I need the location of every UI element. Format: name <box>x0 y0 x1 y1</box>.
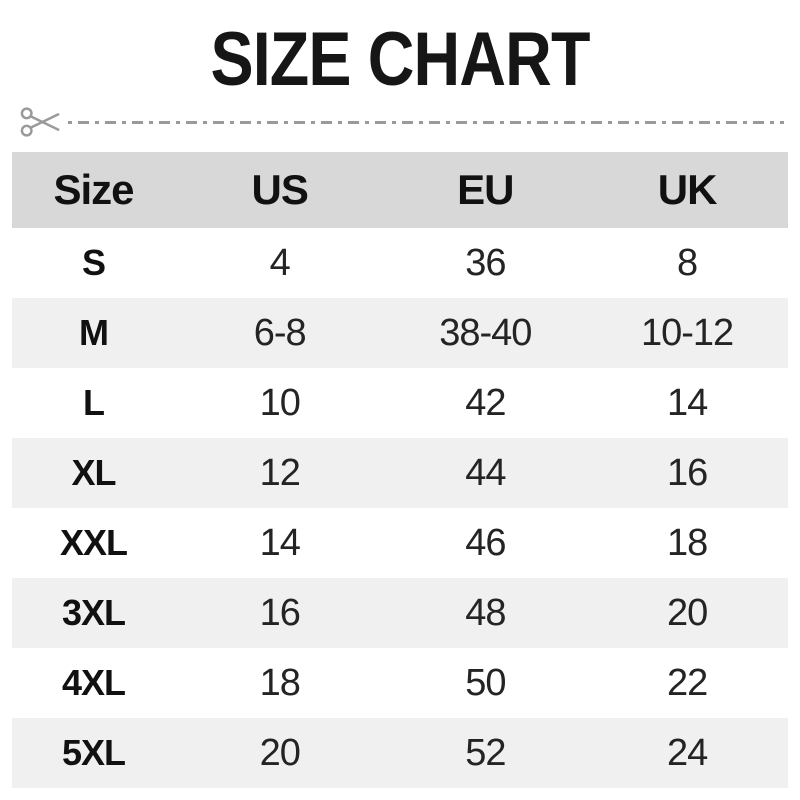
size-value-cell: 52 <box>465 731 506 774</box>
size-label-cell: XL <box>71 452 116 493</box>
size-label-cell: 4XL <box>61 662 126 703</box>
size-value-cell: 10-12 <box>641 311 734 354</box>
size-value-cell: 36 <box>465 241 506 284</box>
column-header-eu: EU <box>457 166 514 213</box>
size-value-cell: 22 <box>666 661 708 704</box>
size-label-cell: S <box>81 242 106 283</box>
table-row: 3XL 16 48 20 <box>12 578 788 648</box>
column-header-uk: UK <box>657 166 718 213</box>
size-value-cell: 18 <box>259 661 301 704</box>
size-value-cell: 16 <box>259 591 301 634</box>
size-value-cell: 20 <box>666 591 708 634</box>
size-value-cell: 18 <box>666 521 708 564</box>
table-header-row: Size US EU UK <box>12 152 788 228</box>
column-header-size: Size <box>53 166 134 213</box>
size-value-cell: 12 <box>259 451 301 494</box>
size-table-body: S 4 36 8 M 6-8 38-40 10-12 L 10 42 14 XL 12 44 16 XXL 14 4… <box>12 228 788 788</box>
size-value-cell: 4 <box>269 241 291 284</box>
size-value-cell: 38-40 <box>439 311 532 354</box>
page-title: SIZE CHART <box>210 17 590 102</box>
size-table: Size US EU UK S 4 36 8 M 6-8 38-40 10-12 L 10 42 14… <box>12 152 788 788</box>
dash-dot-line <box>68 120 784 124</box>
size-value-cell: 16 <box>666 451 708 494</box>
size-value-cell: 24 <box>666 731 708 774</box>
size-value-cell: 14 <box>259 521 301 564</box>
size-value-cell: 44 <box>465 451 506 494</box>
size-value-cell: 8 <box>677 241 698 284</box>
size-value-cell: 46 <box>465 521 506 564</box>
size-value-cell: 50 <box>465 661 506 704</box>
size-label-cell: 5XL <box>61 732 126 773</box>
size-value-cell: 48 <box>465 591 506 634</box>
cut-line <box>20 102 784 142</box>
size-label-cell: M <box>78 312 109 353</box>
table-row: XXL 14 46 18 <box>12 508 788 578</box>
size-value-cell: 14 <box>666 381 708 424</box>
size-label-cell: L <box>82 382 105 423</box>
size-label-cell: XXL <box>59 522 128 563</box>
size-value-cell: 10 <box>259 381 301 424</box>
table-row: L 10 42 14 <box>12 368 788 438</box>
table-row: 5XL 20 52 24 <box>12 718 788 788</box>
table-row: S 4 36 8 <box>12 228 788 298</box>
table-row: M 6-8 38-40 10-12 <box>12 298 788 368</box>
size-value-cell: 6-8 <box>253 311 307 354</box>
table-row: 4XL 18 50 22 <box>12 648 788 718</box>
scissors-icon <box>20 104 62 140</box>
size-value-cell: 20 <box>259 731 301 774</box>
size-value-cell: 42 <box>465 381 506 424</box>
table-row: XL 12 44 16 <box>12 438 788 508</box>
column-header-us: US <box>251 166 309 213</box>
size-label-cell: 3XL <box>61 592 126 633</box>
